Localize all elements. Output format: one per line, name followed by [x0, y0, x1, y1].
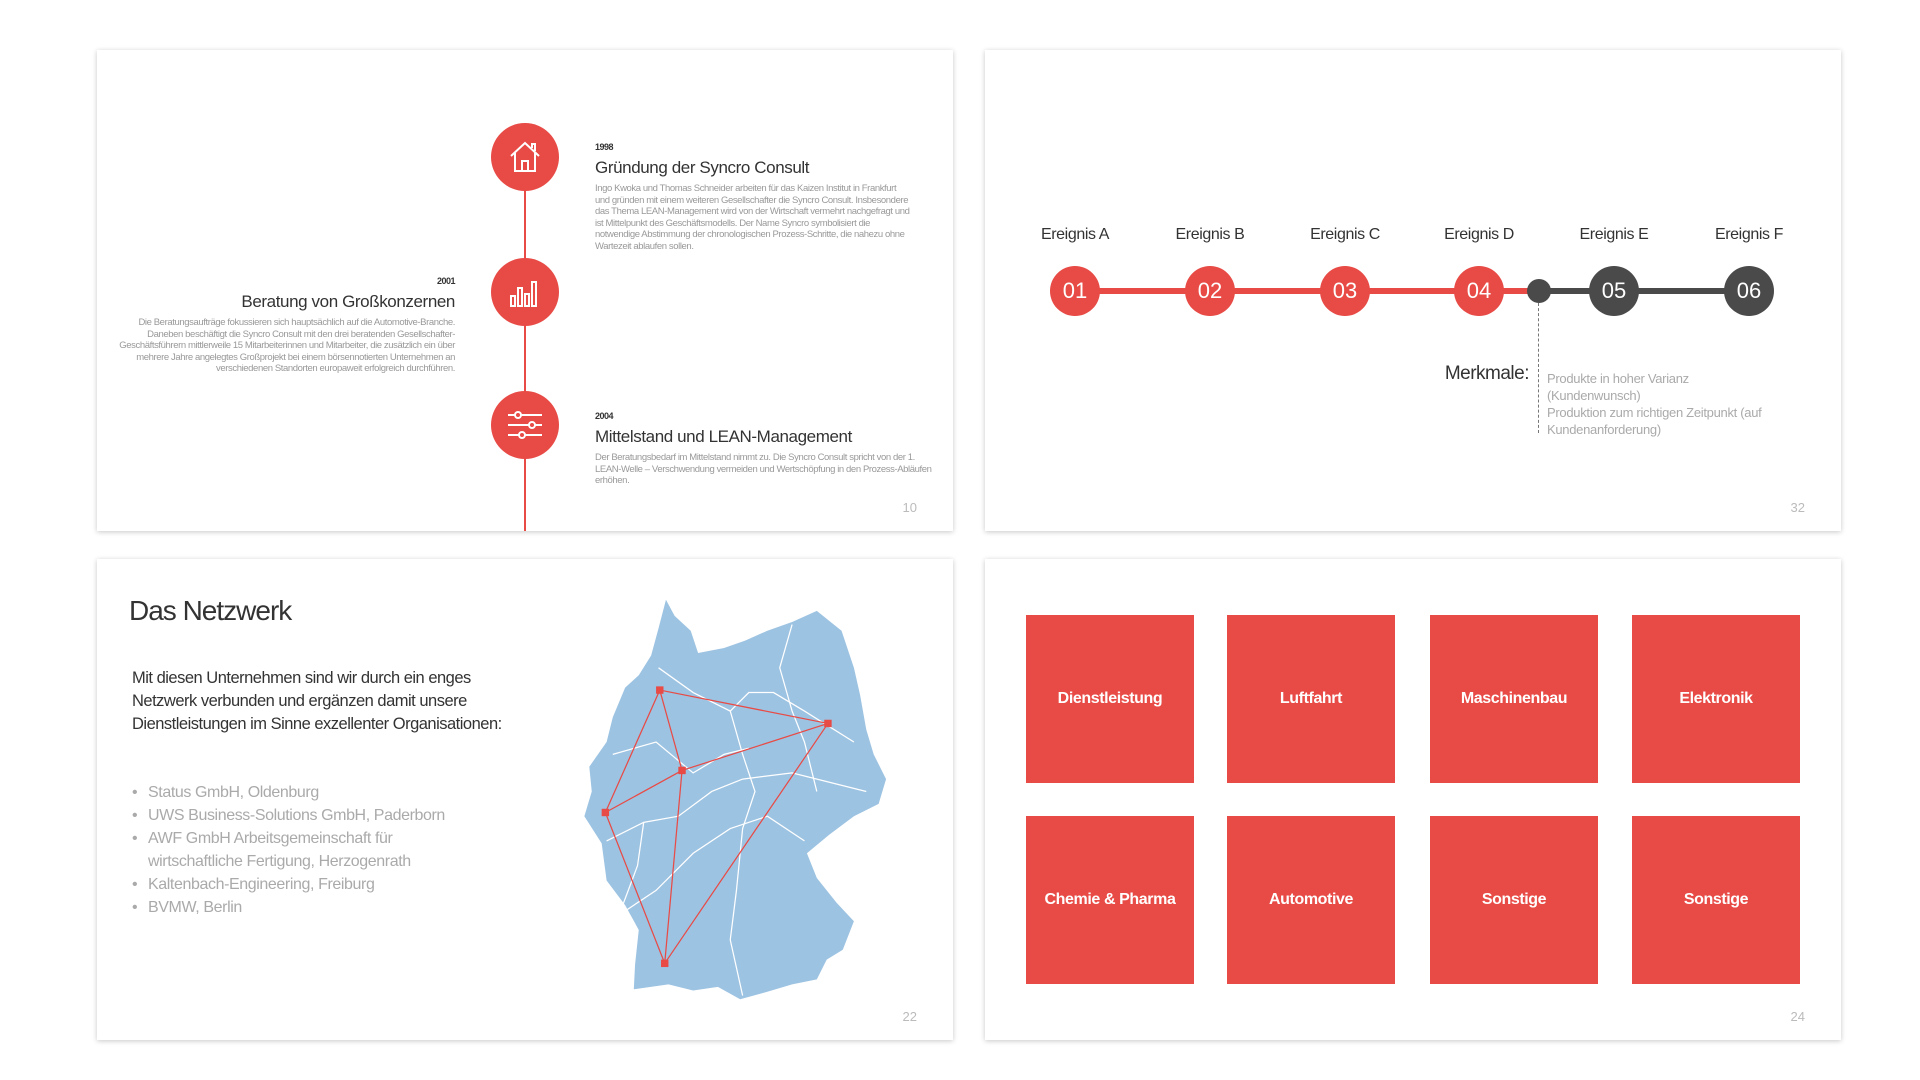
- partner-name: Status GmbH, Oldenburg: [148, 784, 319, 801]
- merkmale-line: Produktion zum richtigen Zeitpunkt (auf: [1547, 405, 1762, 420]
- event-label: Ereignis C: [1310, 226, 1380, 243]
- node-paderborn: [678, 766, 686, 775]
- page-number: 24: [1790, 1009, 1805, 1024]
- event-1998: 1998 Gründung der Syncro Consult Ingo Kw…: [595, 142, 913, 252]
- node-berlin: [824, 719, 832, 728]
- slide-network[interactable]: Das Netzwerk Mit diesen Unternehmen sind…: [97, 559, 953, 1040]
- industry-tile[interactable]: Luftfahrt: [1227, 615, 1395, 783]
- sliders-icon: [491, 391, 559, 459]
- event-step-01[interactable]: 01: [1050, 266, 1100, 316]
- page-number: 22: [902, 1009, 917, 1024]
- event-2001: 2001 Beratung von Großkonzernen Die Bera…: [115, 276, 455, 375]
- node-freiburg: [661, 959, 669, 968]
- event-title: Mittelstand und LEAN-Management: [595, 427, 852, 446]
- event-title: Beratung von Großkonzernen: [241, 292, 455, 311]
- merkmale-label: Merkmale:: [1444, 363, 1530, 384]
- event-label: Ereignis B: [1175, 226, 1245, 243]
- event-label: Ereignis D: [1444, 226, 1514, 243]
- germany-map: [584, 599, 887, 1000]
- event-title: Gründung der Syncro Consult: [595, 158, 810, 177]
- merkmale-line: Produkte in hoher Varianz: [1547, 371, 1689, 386]
- list-item: • UWS Business-Solutions GmbH, Paderborn: [132, 807, 445, 824]
- network-nodes: [601, 686, 832, 968]
- industry-tile[interactable]: Elektronik: [1632, 615, 1800, 783]
- list-item: • BVMW, Berlin: [132, 899, 242, 916]
- current-marker: [1527, 279, 1551, 303]
- event-year: 2001: [436, 276, 456, 286]
- merkmale-line: Kundenanforderung): [1547, 422, 1661, 437]
- list-item: • Kaltenbach-Engineering, Freiburg: [132, 876, 375, 893]
- list-item: • Status GmbH, Oldenburg: [132, 784, 319, 801]
- event-year: 2004: [595, 411, 614, 421]
- house-icon: [491, 123, 559, 191]
- industry-tile[interactable]: Chemie & Pharma: [1026, 816, 1194, 984]
- event-label: Ereignis A: [1040, 226, 1110, 243]
- merkmale-list: Produkte in hoher Varianz (Kundenwunsch)…: [1547, 370, 1762, 438]
- page-number: 32: [1790, 500, 1805, 515]
- list-item: • AWF GmbH Arbeitsgemeinschaft für wirtsc…: [132, 830, 411, 870]
- event-step-04[interactable]: 04: [1454, 266, 1504, 316]
- industry-tile[interactable]: Sonstige: [1632, 816, 1800, 984]
- intro-text: Mit diesen Unternehmen sind wir durch ei…: [132, 669, 502, 733]
- slide-timeline-history[interactable]: 1998 Gründung der Syncro Consult Ingo Kw…: [97, 50, 953, 531]
- event-year: 1998: [595, 142, 614, 152]
- industry-tile[interactable]: Sonstige: [1430, 816, 1598, 984]
- merkmale-line: (Kundenwunsch): [1547, 388, 1641, 403]
- event-step-05[interactable]: 05: [1589, 266, 1639, 316]
- partner-list: • Status GmbH, Oldenburg • UWS Business-So…: [132, 781, 492, 919]
- event-text: Ingo Kwoka und Thomas Schneider arbeiten…: [595, 183, 910, 252]
- event-step-06[interactable]: 06: [1724, 266, 1774, 316]
- partner-name: Kaltenbach-Engineering, Freiburg: [148, 876, 375, 893]
- slide-event-timeline[interactable]: Ereignis A 01 Ereignis B 02 Ereignis C 03 Erei…: [985, 50, 1841, 531]
- event-2004: 2004 Mittelstand und LEAN-Management Der…: [595, 411, 935, 487]
- industry-tile[interactable]: Dienstleistung: [1026, 615, 1194, 783]
- event-step-02[interactable]: 02: [1185, 266, 1235, 316]
- event-text: Der Beratungsbedarf im Mittelstand nimmt…: [595, 452, 932, 486]
- partner-name: BVMW, Berlin: [148, 899, 242, 916]
- marker-dashed-line: [1538, 303, 1539, 433]
- partner-name: AWF GmbH Arbeitsgemeinschaft für wirtsch…: [148, 830, 411, 870]
- bar-chart-icon: [491, 258, 559, 326]
- progress-line-done: [1075, 288, 1539, 294]
- partner-name: UWS Business-Solutions GmbH, Paderborn: [148, 807, 445, 824]
- industry-tile[interactable]: Automotive: [1227, 816, 1395, 984]
- event-label: Ereignis F: [1714, 226, 1784, 243]
- network-lines: [604, 689, 829, 964]
- node-herzogenrath: [601, 808, 610, 817]
- node-oldenburg: [656, 686, 664, 694]
- progress-line-pending: [1539, 288, 1749, 294]
- event-label: Ereignis E: [1579, 226, 1649, 243]
- page-title: Das Netzwerk: [129, 595, 292, 626]
- industry-tile[interactable]: Maschinenbau: [1430, 615, 1598, 783]
- event-text: Die Beratungsaufträge fokussieren sich h…: [119, 317, 455, 374]
- slide-industries[interactable]: Dienstleistung Luftfahrt Maschinenbau Elekt…: [985, 559, 1841, 1040]
- page-number: 10: [902, 500, 917, 515]
- germany-outline: [584, 599, 887, 1000]
- event-step-03[interactable]: 03: [1320, 266, 1370, 316]
- timeline-line: [524, 157, 526, 531]
